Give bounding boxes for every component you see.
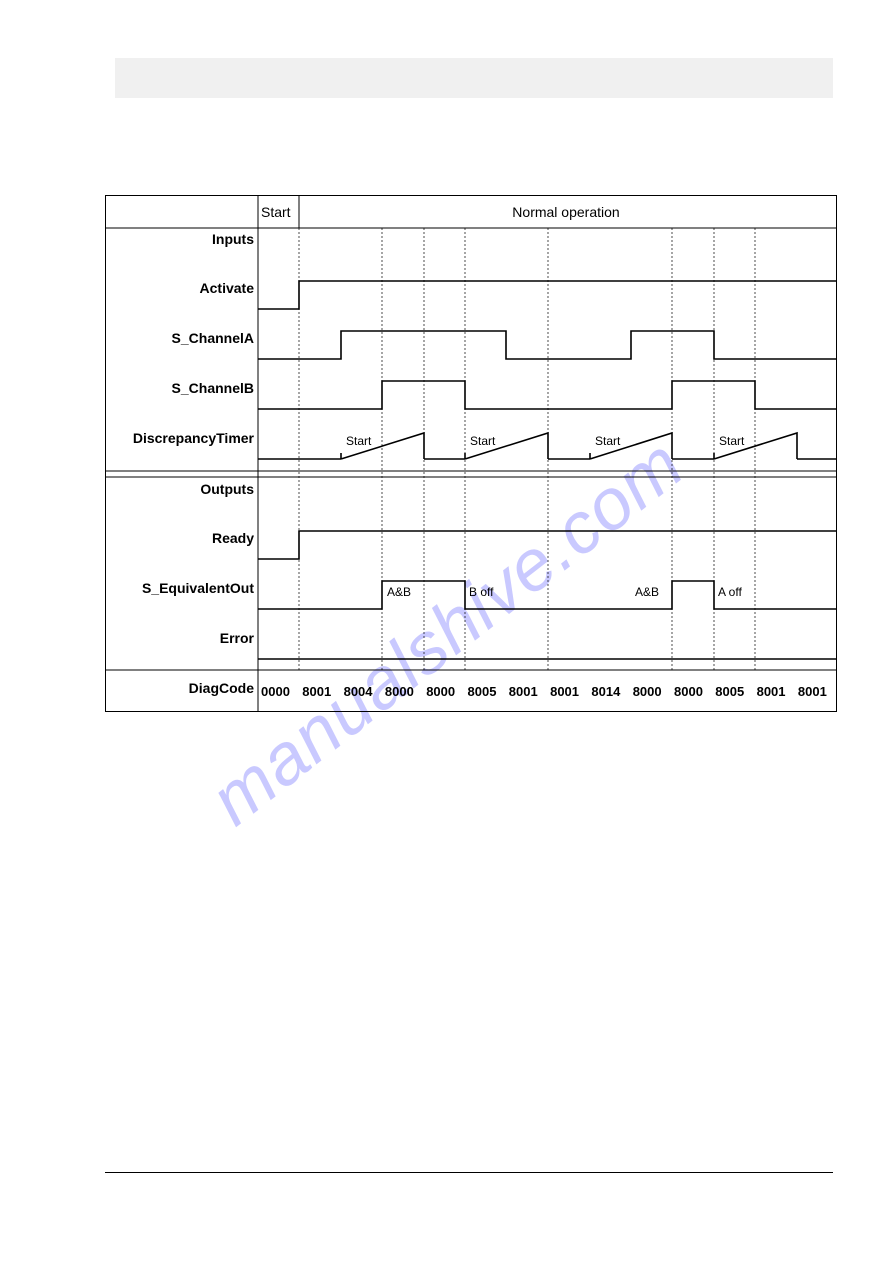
row-label: DiagCode <box>189 680 255 696</box>
diagcode-value: 8001 <box>509 684 538 699</box>
row-label: Outputs <box>200 481 254 497</box>
row-label: Activate <box>200 280 255 296</box>
signal-S_ChannelA <box>258 331 836 359</box>
row-label: S_ChannelB <box>172 380 254 396</box>
diagcode-value: 8001 <box>550 684 579 699</box>
row-label: Inputs <box>212 231 254 247</box>
row-label: Error <box>220 630 255 646</box>
timer-start-label: Start <box>595 434 621 448</box>
signal-S_EquivalentOut <box>258 581 836 609</box>
page: manualshive.com StartNormal operationInp… <box>0 0 893 1263</box>
row-label: DiscrepancyTimer <box>133 430 255 446</box>
header-band <box>115 58 833 98</box>
diagcode-value: 8005 <box>468 684 497 699</box>
header-start: Start <box>261 204 291 220</box>
diagcode-value: 8000 <box>426 684 455 699</box>
diagcode-value: 8000 <box>633 684 662 699</box>
annotation: A&B <box>387 585 411 599</box>
diagcode-value: 8001 <box>757 684 786 699</box>
header-normal: Normal operation <box>512 204 619 220</box>
diagcode-value: 8005 <box>715 684 744 699</box>
signal-Ready <box>258 531 836 559</box>
diagcode-value: 8000 <box>385 684 414 699</box>
diagram-svg: Start Normal operation Inputs Activate S_Cha… <box>106 196 836 711</box>
row-label: S_ChannelA <box>172 330 254 346</box>
footer-rule <box>105 1172 833 1173</box>
diagcode-value: 8001 <box>798 684 827 699</box>
timer-start-label: Start <box>346 434 372 448</box>
annotation: A off <box>718 585 742 599</box>
timer-start-label: Start <box>470 434 496 448</box>
diagcode-value: 8000 <box>674 684 703 699</box>
annotation: A&B <box>635 585 659 599</box>
annotation: B off <box>469 585 494 599</box>
timer-start-label: Start <box>719 434 745 448</box>
diagcode-value: 8001 <box>302 684 331 699</box>
row-label: S_EquivalentOut <box>142 580 254 596</box>
diagcode-value: 0000 <box>261 684 290 699</box>
timing-diagram: Start Normal operation Inputs Activate S_Cha… <box>105 195 837 712</box>
signal-Activate <box>258 281 836 309</box>
row-label: Ready <box>212 530 254 546</box>
diagcode-value: 8014 <box>591 684 621 699</box>
diagcode-value: 8004 <box>344 684 374 699</box>
signal-S_ChannelB <box>258 381 836 409</box>
